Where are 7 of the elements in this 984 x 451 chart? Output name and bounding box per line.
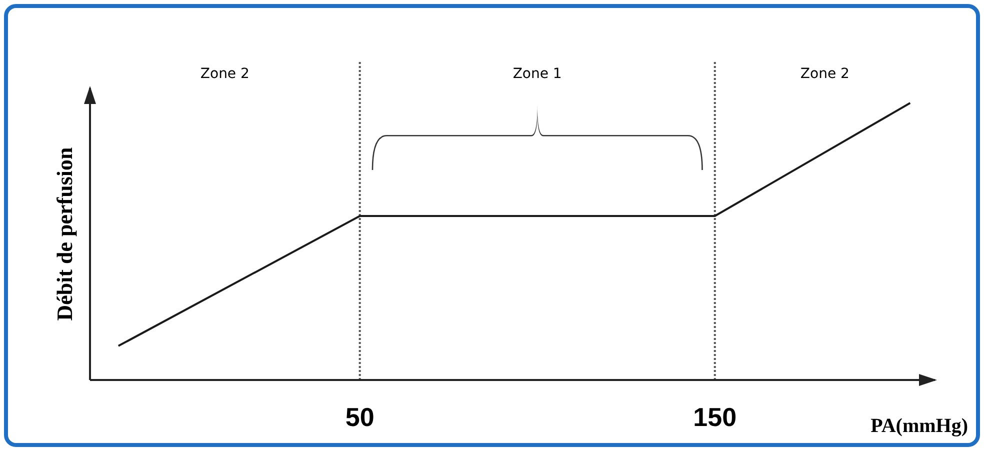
x-tick-label: 150 [693, 402, 737, 432]
text: Zone 2 [200, 66, 250, 82]
x-tick-label: 50 [345, 402, 374, 432]
text: Zone 2 [800, 66, 850, 82]
text: Zone 1 [512, 66, 562, 82]
x-axis-title: PA(mmHg) [870, 415, 968, 437]
y-axis-title: Débit de perfusion [52, 147, 77, 321]
